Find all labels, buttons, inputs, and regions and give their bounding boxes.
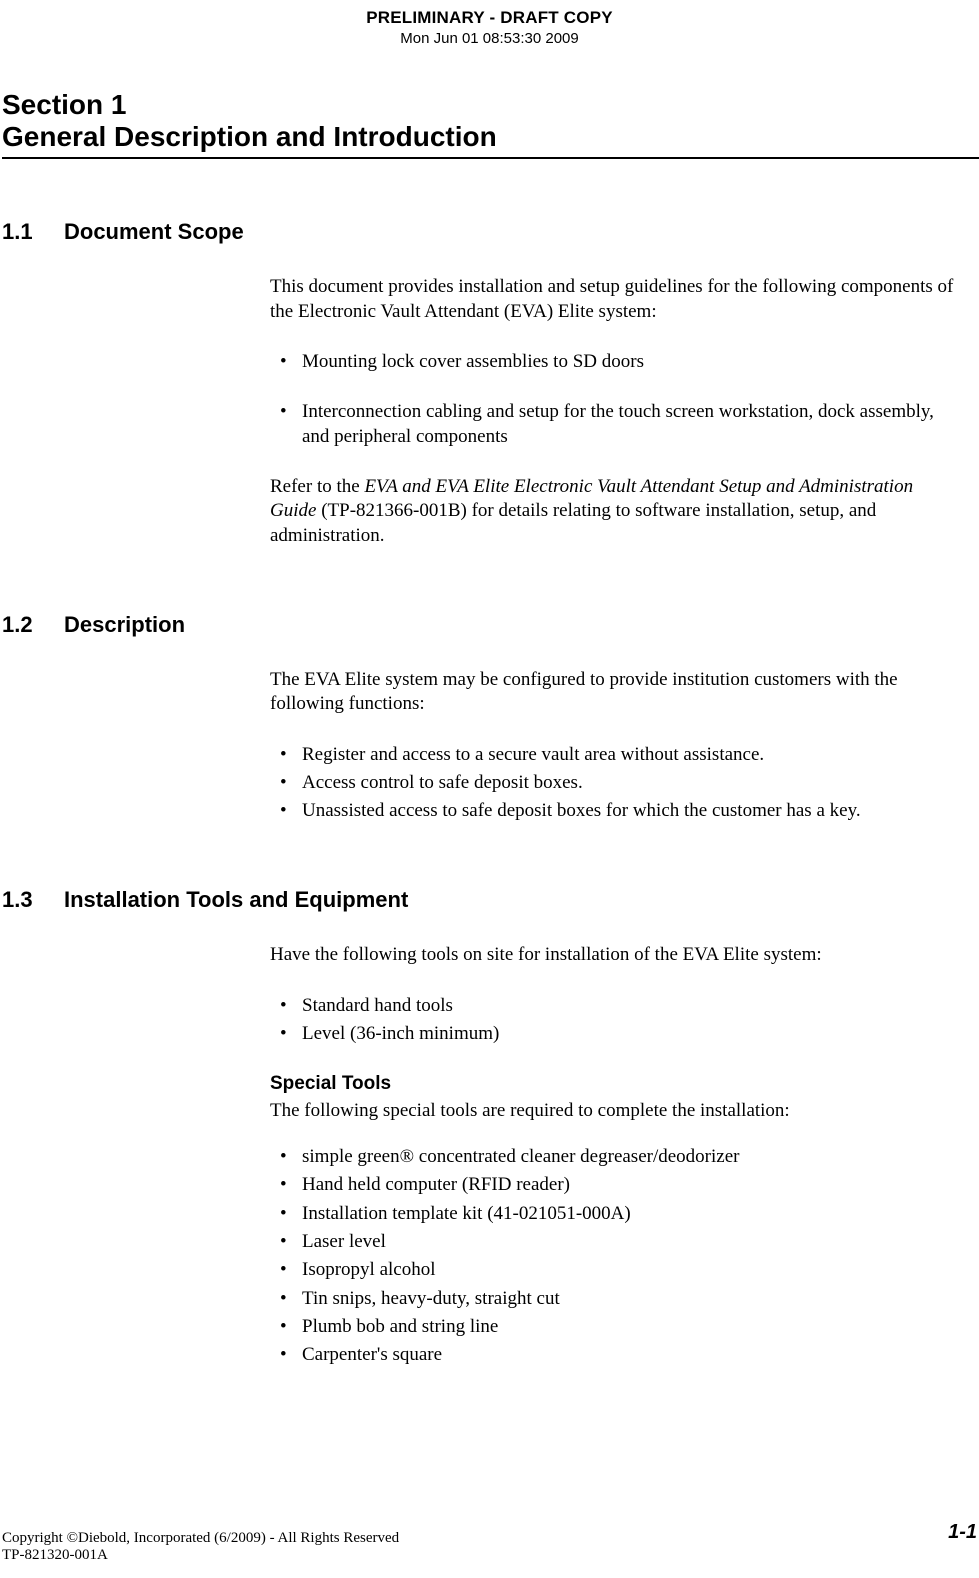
heading-title: Installation Tools and Equipment	[64, 887, 408, 913]
bullet-list: Standard hand tools Level (36-inch minim…	[270, 994, 963, 1047]
page: PRELIMINARY - DRAFT COPY Mon Jun 01 08:5…	[0, 0, 979, 1578]
list-item: Plumb bob and string line	[270, 1315, 963, 1339]
heading-title: Document Scope	[64, 219, 244, 245]
doc-number: TP-821320-001A	[2, 1547, 979, 1564]
list-item: Isopropyl alcohol	[270, 1258, 963, 1282]
para: The following special tools are required…	[270, 1099, 963, 1123]
bullet-list: Mounting lock cover assemblies to SD doo…	[270, 350, 963, 449]
content: 1.1 Document Scope This document provide…	[0, 219, 979, 1367]
heading-1-3: 1.3 Installation Tools and Equipment	[0, 887, 979, 913]
bullet-list: Register and access to a secure vault ar…	[270, 743, 963, 824]
text: Refer to the	[270, 476, 364, 497]
text: (TP-821366-001B) for details relating to…	[270, 500, 876, 545]
doc-header: PRELIMINARY - DRAFT COPY Mon Jun 01 08:5…	[0, 0, 979, 47]
body-1-2: The EVA Elite system may be configured t…	[270, 668, 963, 824]
section-title-block: Section 1 General Description and Introd…	[2, 89, 979, 159]
list-item: Laser level	[270, 1230, 963, 1254]
para: This document provides installation and …	[270, 275, 963, 324]
list-item: Standard hand tools	[270, 994, 963, 1018]
list-item: Installation template kit (41-021051-000…	[270, 1202, 963, 1226]
list-item: Level (36-inch minimum)	[270, 1022, 963, 1046]
heading-num: 1.2	[0, 612, 64, 638]
list-item: Hand held computer (RFID reader)	[270, 1173, 963, 1197]
heading-title: Description	[64, 612, 185, 638]
heading-1-1: 1.1 Document Scope	[0, 219, 979, 245]
list-item: Unassisted access to safe deposit boxes …	[270, 799, 963, 823]
heading-num: 1.1	[0, 219, 64, 245]
list-item: Register and access to a secure vault ar…	[270, 743, 963, 767]
body-1-3: Have the following tools on site for ins…	[270, 943, 963, 1367]
bullet-list: simple green® concentrated cleaner degre…	[270, 1145, 963, 1368]
list-item: Tin snips, heavy-duty, straight cut	[270, 1287, 963, 1311]
list-item: simple green® concentrated cleaner degre…	[270, 1145, 963, 1169]
section-number: Section 1	[2, 89, 979, 121]
heading-num: 1.3	[0, 887, 64, 913]
para: Refer to the EVA and EVA Elite Electroni…	[270, 475, 963, 548]
list-item: Interconnection cabling and setup for th…	[270, 400, 963, 449]
header-preliminary: PRELIMINARY - DRAFT COPY	[0, 8, 979, 28]
copyright: Copyright ©Diebold, Incorporated (6/2009…	[2, 1530, 979, 1547]
heading-1-2: 1.2 Description	[0, 612, 979, 638]
body-1-1: This document provides installation and …	[270, 275, 963, 548]
subheading-special-tools: Special Tools	[270, 1072, 963, 1096]
header-timestamp: Mon Jun 01 08:53:30 2009	[0, 30, 979, 47]
list-item: Carpenter's square	[270, 1343, 963, 1367]
para: Have the following tools on site for ins…	[270, 943, 963, 967]
footer: Copyright ©Diebold, Incorporated (6/2009…	[2, 1530, 979, 1564]
section-title: General Description and Introduction	[2, 121, 979, 153]
para: The EVA Elite system may be configured t…	[270, 668, 963, 717]
list-item: Mounting lock cover assemblies to SD doo…	[270, 350, 963, 374]
list-item: Access control to safe deposit boxes.	[270, 771, 963, 795]
